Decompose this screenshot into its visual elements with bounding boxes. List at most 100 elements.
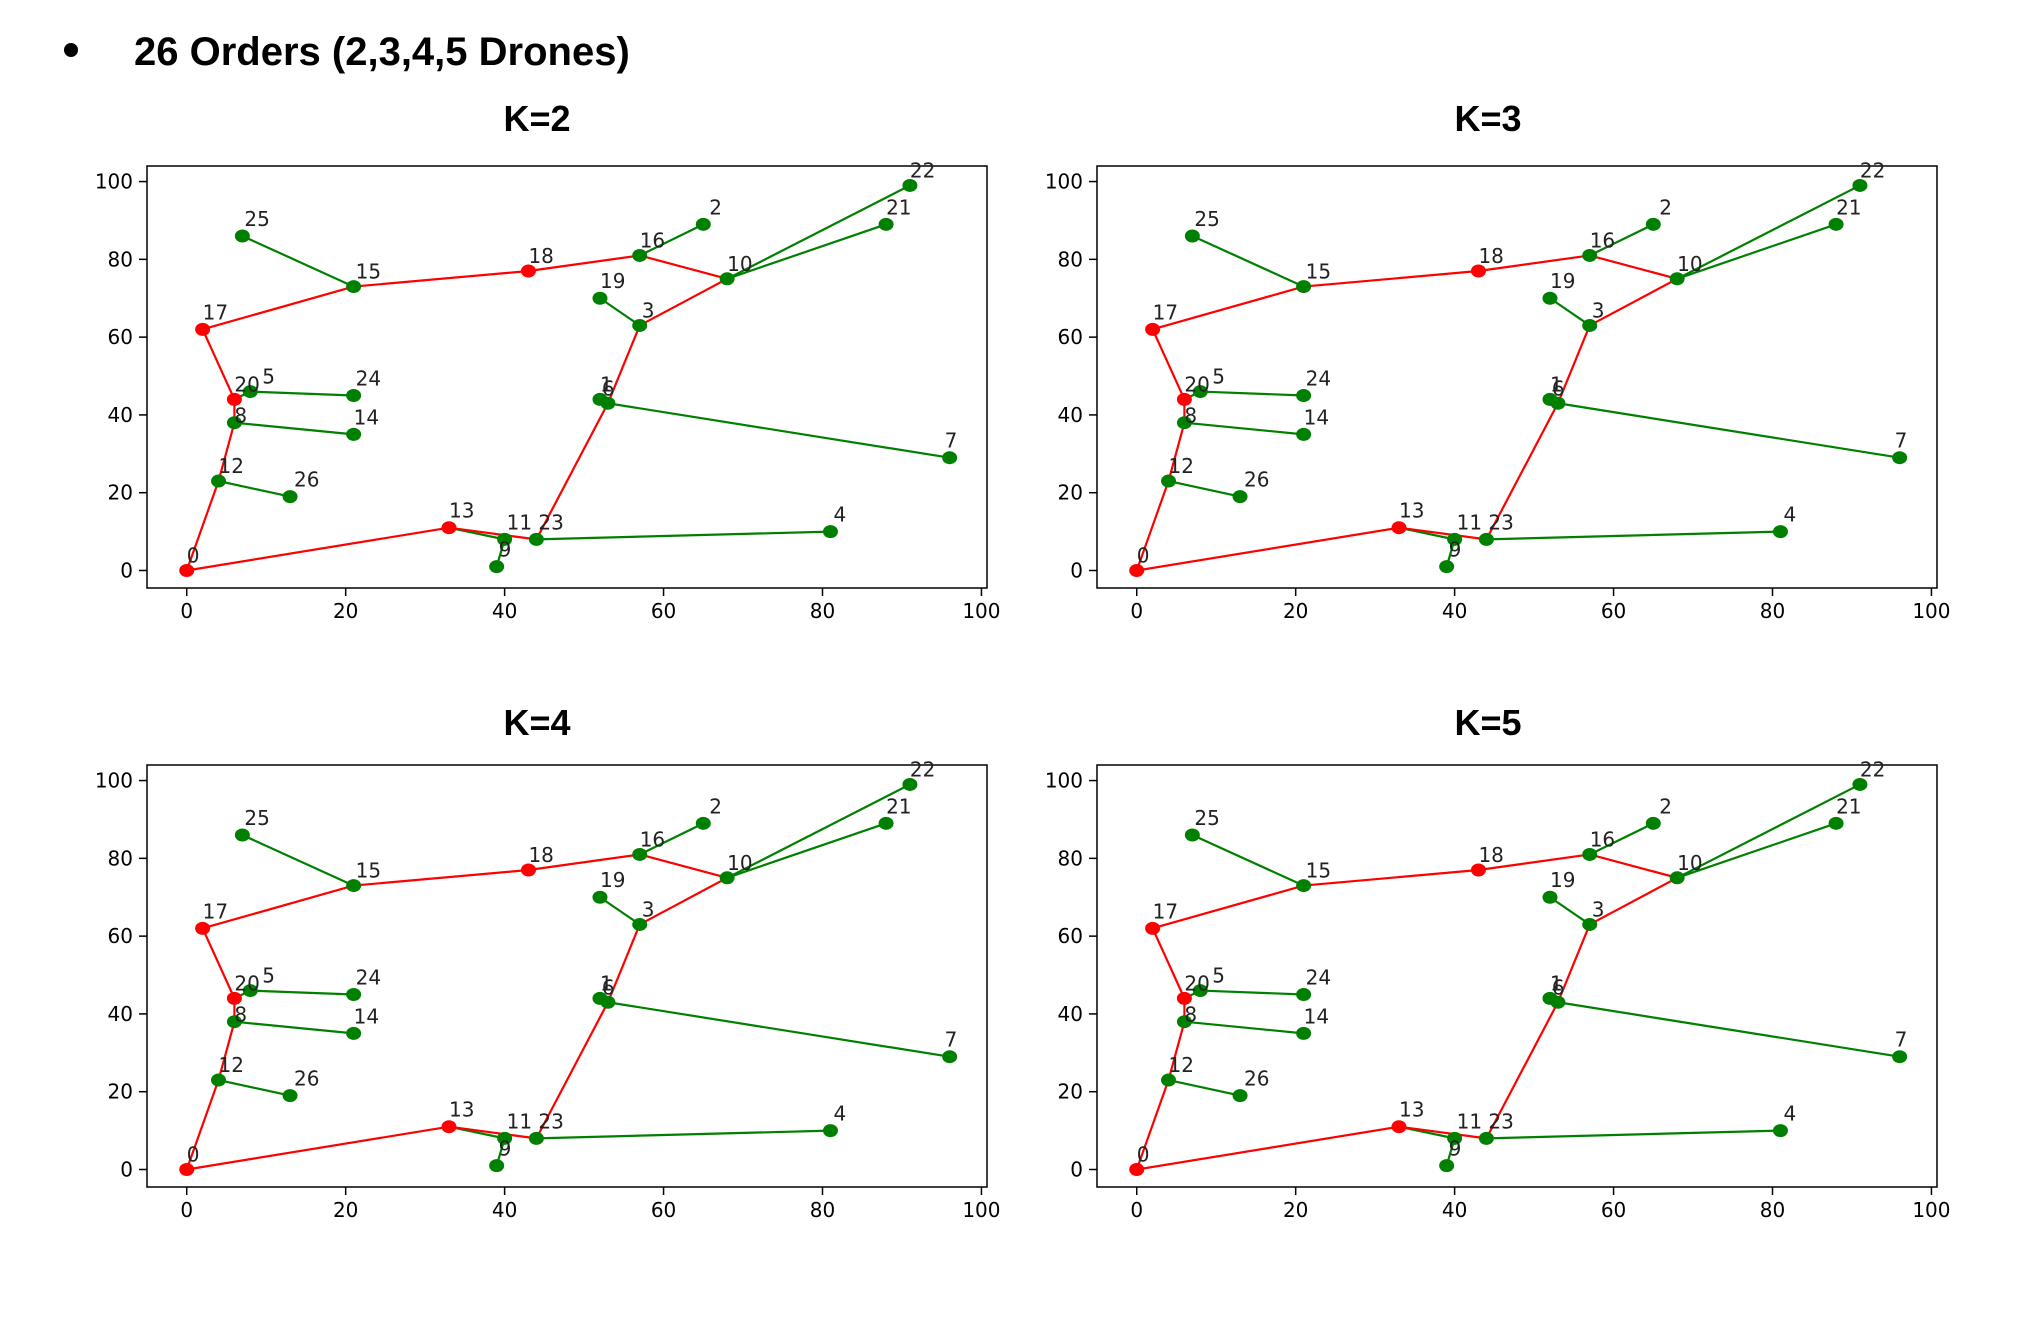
node-point-15 <box>346 280 362 294</box>
y-tick-label: 60 <box>1058 325 1083 349</box>
node-label-19: 19 <box>1550 868 1575 892</box>
node-label-16: 16 <box>1590 228 1615 252</box>
node-point-4 <box>1772 525 1788 539</box>
node-label-12: 12 <box>1169 454 1194 478</box>
node-point-12 <box>1161 474 1177 488</box>
node-label-11: 11 <box>507 510 532 534</box>
node-point-14 <box>1296 427 1312 441</box>
x-tick-label: 100 <box>1912 1198 1950 1222</box>
node-point-10 <box>1669 871 1685 885</box>
drone-link-10-22 <box>726 184 911 280</box>
chart-title-k2: K=2 <box>503 98 571 139</box>
node-point-9 <box>1439 560 1455 574</box>
truck-route-3-10 <box>639 876 728 926</box>
node-label-25: 25 <box>244 806 269 830</box>
node-label-24: 24 <box>356 965 381 989</box>
truck-route-23-6 <box>1485 402 1559 540</box>
node-point-24 <box>346 987 362 1001</box>
x-tick-label: 100 <box>1912 599 1950 623</box>
chart-title-k3: K=3 <box>1454 98 1522 139</box>
page-heading-text: 26 Orders (2,3,4,5 Drones) <box>134 30 630 74</box>
truck-route-13-23 <box>448 526 537 541</box>
node-point-2 <box>1645 816 1661 830</box>
x-tick-label: 0 <box>180 599 193 623</box>
drone-link-23-4 <box>536 1129 831 1140</box>
drone-link-10-21 <box>726 822 887 879</box>
node-label-26: 26 <box>1244 1067 1269 1091</box>
node-label-16: 16 <box>640 827 665 851</box>
truck-route-3-10 <box>1589 876 1678 926</box>
node-point-8 <box>1176 416 1192 430</box>
node-point-23 <box>528 532 544 546</box>
y-tick-label: 40 <box>108 403 133 427</box>
node-label-18: 18 <box>528 843 553 867</box>
node-point-22 <box>902 178 918 192</box>
node-point-25 <box>1184 828 1200 842</box>
truck-route-15-17 <box>202 285 354 331</box>
node-point-7 <box>1892 1050 1908 1064</box>
node-point-2 <box>695 217 711 231</box>
node-point-13 <box>441 1120 457 1134</box>
drone-link-5-24 <box>250 390 354 397</box>
node-label-4: 4 <box>833 1102 846 1126</box>
node-point-9 <box>489 560 505 574</box>
node-label-23: 23 <box>1488 510 1513 534</box>
drone-link-5-24 <box>1200 989 1304 996</box>
truck-route-10-16 <box>639 853 728 879</box>
node-label-24: 24 <box>356 366 381 390</box>
node-point-9 <box>1439 1159 1455 1173</box>
drone-link-23-4 <box>1486 1129 1781 1140</box>
truck-route-12-0 <box>1135 1079 1170 1170</box>
y-tick-label: 0 <box>1070 558 1083 582</box>
node-point-7 <box>942 1050 958 1064</box>
y-tick-label: 0 <box>120 558 133 582</box>
drone-link-12-26 <box>218 1078 291 1097</box>
truck-route-17-20 <box>1151 927 1186 999</box>
node-label-24: 24 <box>1306 366 1331 390</box>
node-label-5: 5 <box>1212 365 1225 389</box>
plot-frame <box>1096 764 1938 1188</box>
plot-frame <box>1096 165 1938 589</box>
node-point-4 <box>1772 1124 1788 1138</box>
node-label-0: 0 <box>1137 543 1150 567</box>
x-tick-label: 40 <box>492 599 517 623</box>
plot-frame <box>146 764 988 1188</box>
drone-link-16-2 <box>639 822 704 856</box>
node-label-22: 22 <box>910 158 935 182</box>
node-point-10 <box>719 272 735 286</box>
node-point-18 <box>1470 863 1486 877</box>
node-point-22 <box>1852 777 1868 791</box>
drone-link-10-21 <box>1676 822 1837 879</box>
node-label-18: 18 <box>1478 843 1503 867</box>
x-tick-label: 0 <box>1130 1198 1143 1222</box>
node-point-14 <box>1296 1026 1312 1040</box>
truck-route-8-12 <box>1167 422 1186 482</box>
node-point-26 <box>282 1089 298 1103</box>
node-label-22: 22 <box>910 757 935 781</box>
node-label-14: 14 <box>354 1004 379 1028</box>
drone-link-6-7 <box>1557 402 1900 459</box>
y-tick-label: 80 <box>1058 846 1083 870</box>
node-label-13: 13 <box>449 1098 474 1122</box>
node-label-2: 2 <box>1659 195 1672 219</box>
node-point-3 <box>632 917 648 931</box>
node-label-21: 21 <box>1836 195 1861 219</box>
truck-route-0-13 <box>1136 1125 1400 1171</box>
node-label-2: 2 <box>1659 794 1672 818</box>
node-label-8: 8 <box>234 1003 247 1027</box>
x-tick-label: 40 <box>1442 1198 1467 1222</box>
node-label-15: 15 <box>356 859 381 883</box>
truck-route-10-16 <box>1589 853 1678 879</box>
node-point-21 <box>1828 217 1844 231</box>
node-label-22: 22 <box>1860 158 1885 182</box>
node-label-20: 20 <box>234 372 259 396</box>
node-point-0 <box>179 1162 195 1176</box>
node-label-6: 6 <box>1552 975 1565 999</box>
node-point-5 <box>1192 984 1208 998</box>
node-point-26 <box>1232 490 1248 504</box>
truck-route-23-6 <box>535 402 609 540</box>
node-point-25 <box>234 229 250 243</box>
node-label-17: 17 <box>1153 899 1178 923</box>
